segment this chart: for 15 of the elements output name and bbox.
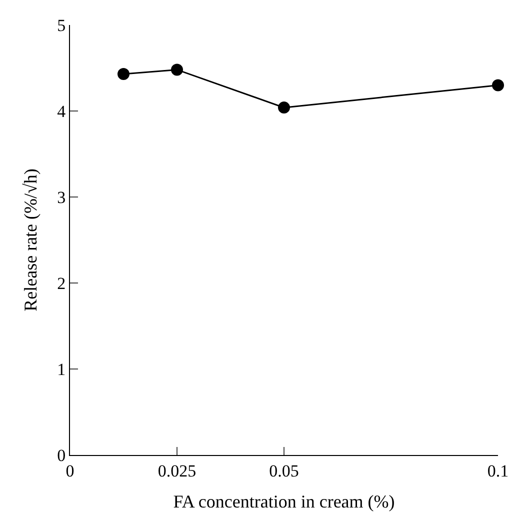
x-tick-label: 0.025 <box>158 461 196 480</box>
y-tick-label: 5 <box>57 16 66 35</box>
point <box>118 68 130 80</box>
y-tick-label: 4 <box>57 102 66 121</box>
y-tick-label: 1 <box>57 360 66 379</box>
y-tick-label: 0 <box>57 446 66 465</box>
y-axis-title: Release rate (%/√h) <box>20 168 40 312</box>
x-tick-label: 0.05 <box>269 461 299 480</box>
x-axis-title: FA concentration in cream (%) <box>173 492 395 512</box>
point <box>492 79 504 92</box>
y-tick-label: 3 <box>57 188 66 207</box>
y-tick-label: 2 <box>57 274 66 293</box>
point <box>278 102 290 114</box>
point <box>171 64 183 76</box>
x-tick-label: 0.1 <box>487 461 509 480</box>
